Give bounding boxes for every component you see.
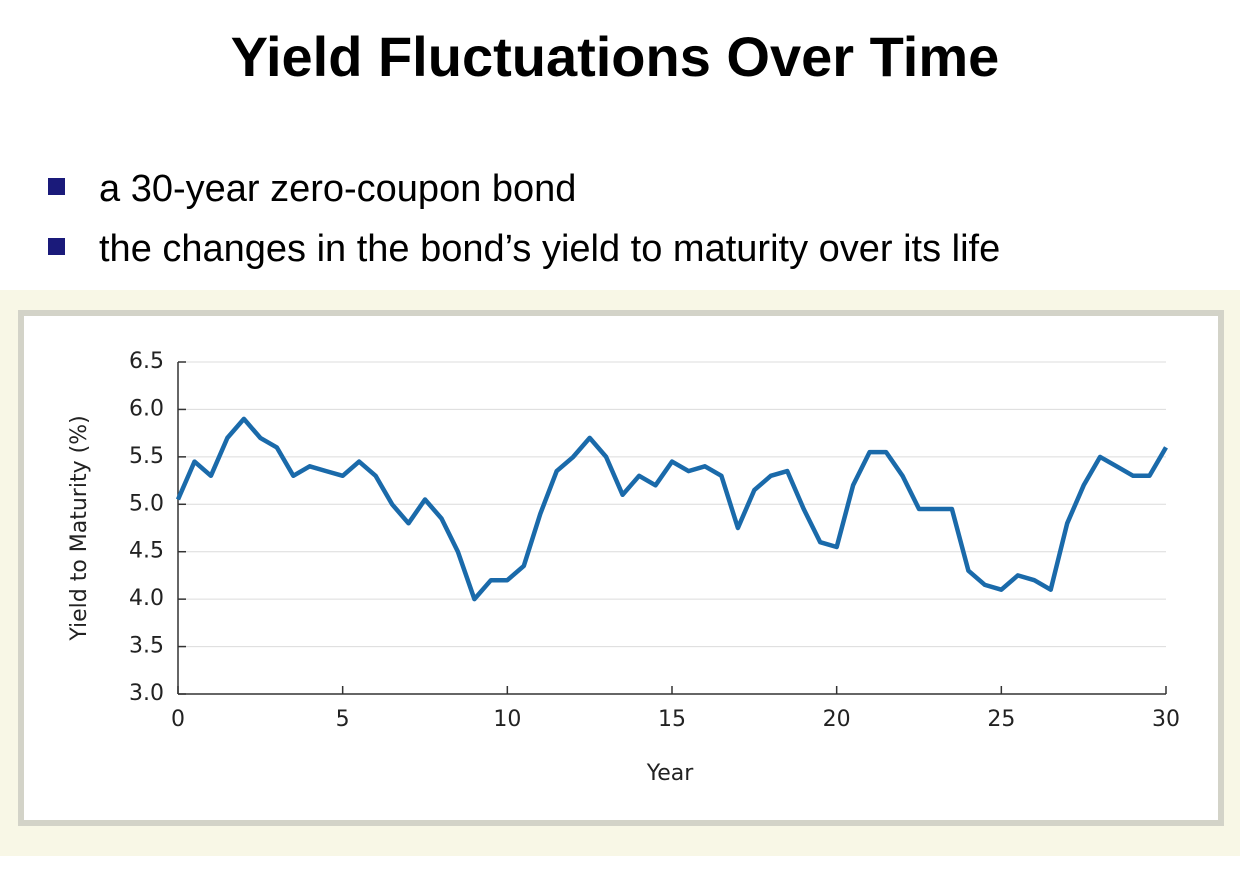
bullet: a 30-year zero-coupon bond xyxy=(48,162,1000,222)
bullet-marker xyxy=(48,238,65,255)
bullet-marker xyxy=(48,178,65,195)
x-axis-label: Year xyxy=(646,761,695,786)
bullet: the changes in the bond’s yield to matur… xyxy=(48,222,1000,282)
y-tick-label: 5.5 xyxy=(129,444,164,469)
x-tick-label: 15 xyxy=(658,707,686,732)
x-tick-label: 5 xyxy=(336,707,350,732)
x-tick-label: 10 xyxy=(493,707,521,732)
bullet-list: a 30-year zero-coupon bond the changes i… xyxy=(48,162,1000,282)
bullet-text: the changes in the bond’s yield to matur… xyxy=(99,228,1001,270)
chart-frame xyxy=(18,310,1224,826)
bullet-text: a 30-year zero-coupon bond xyxy=(99,168,577,210)
y-tick-label: 3.5 xyxy=(129,634,164,659)
x-tick-label: 25 xyxy=(987,707,1015,732)
y-tick-label: 6.5 xyxy=(129,349,164,374)
y-axis-label: Yield to Maturity (%) xyxy=(67,415,92,641)
x-tick-label: 20 xyxy=(823,707,851,732)
y-tick-label: 3.0 xyxy=(129,681,164,706)
y-tick-label: 6.0 xyxy=(129,396,164,421)
chart: Year Yield to Maturity (%) 3.0 3.5 4.0 4.5 5… xyxy=(0,290,1240,856)
y-tick-label: 5.0 xyxy=(129,491,164,516)
data-line xyxy=(175,416,1168,602)
slide-title: Yield Fluctuations Over Time xyxy=(230,25,1000,88)
x-tick-label: 30 xyxy=(1152,707,1180,732)
y-tick-label: 4.5 xyxy=(129,539,164,564)
x-tick-label: 0 xyxy=(171,707,185,732)
y-tick-label: 4.0 xyxy=(129,586,164,611)
